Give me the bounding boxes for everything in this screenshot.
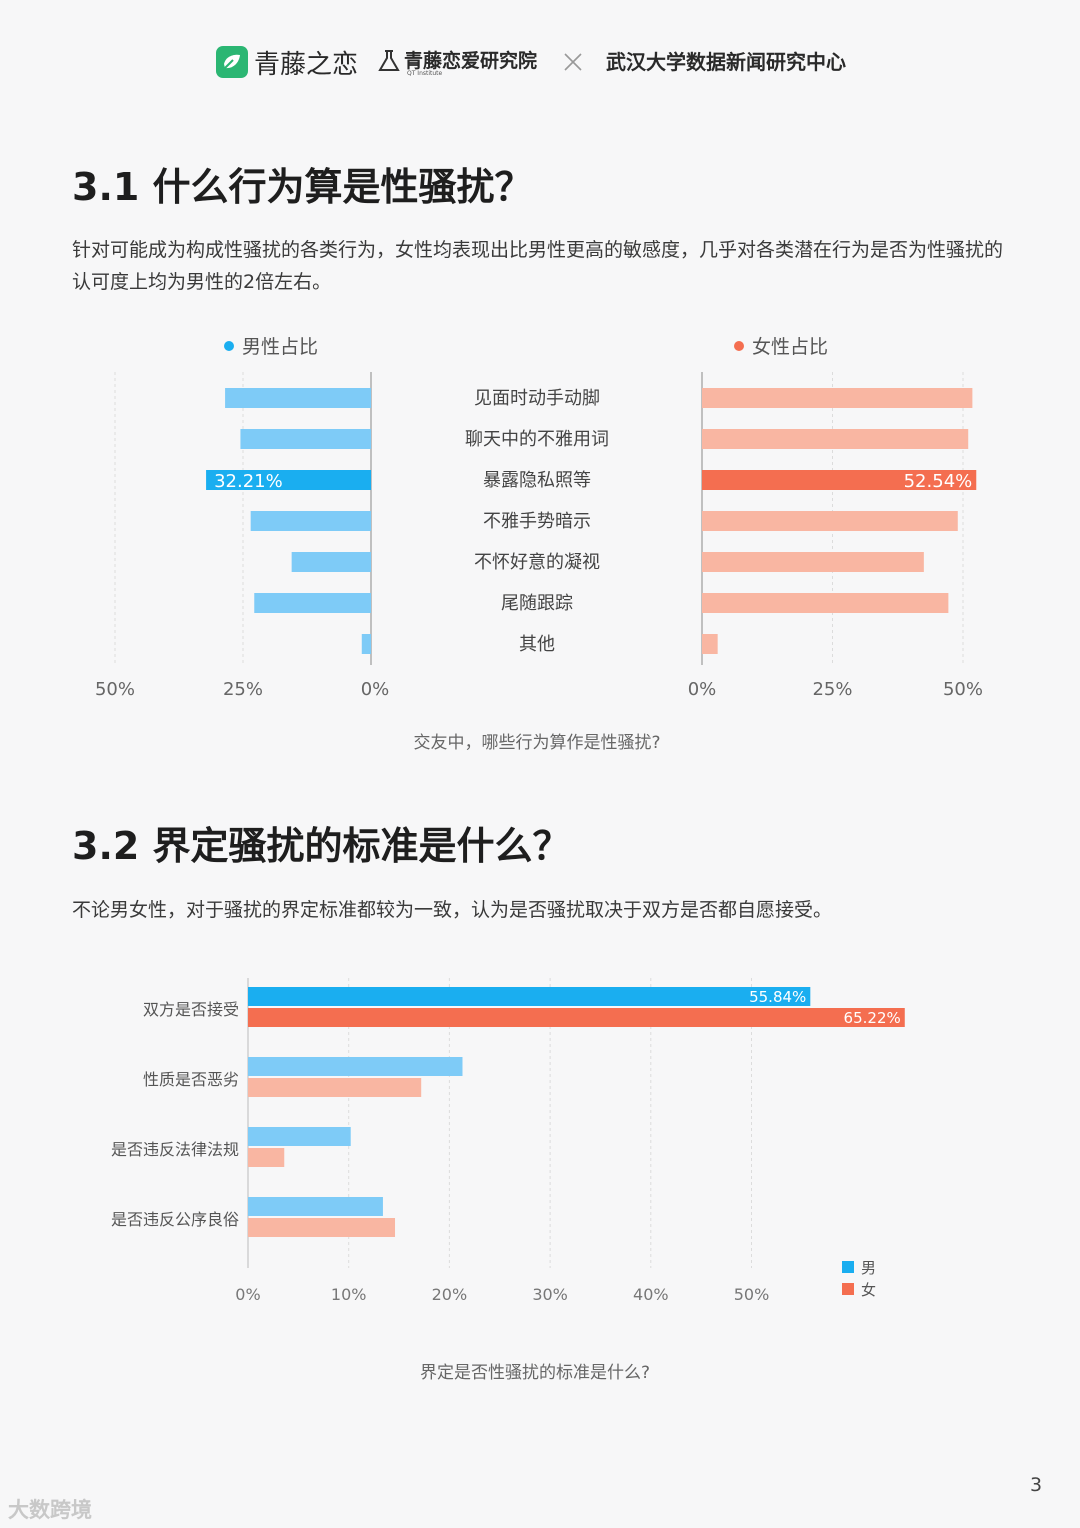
- chart1-caption: 交友中，哪些行为算作是性骚扰?: [413, 733, 660, 753]
- chart2-tick-label: 10%: [331, 1285, 367, 1304]
- chart2-bar-female: [248, 1078, 422, 1097]
- chart1-legend-label-male: 男性占比: [242, 336, 318, 358]
- chart1-data-label-female: 52.54%: [904, 471, 973, 492]
- brand-qingteng-name: 青藤之恋: [254, 50, 359, 80]
- chart2-bar-male: [248, 1057, 463, 1076]
- chart1-bar-male: [240, 429, 371, 449]
- chart1-category-label: 聊天中的不雅用词: [465, 429, 609, 450]
- brand-whu-center-name: 武汉大学数据新闻研究中心: [606, 50, 846, 74]
- chart2-category-label: 是否违反法律法规: [111, 1140, 239, 1159]
- chart1-bar-female: [702, 388, 973, 408]
- chart1-category-label: 见面时动手动脚: [474, 388, 600, 409]
- watermark: 大数跨境: [8, 1498, 92, 1522]
- chart1-bar-male: [206, 470, 371, 490]
- chart2-category-label: 性质是否恶劣: [143, 1070, 239, 1089]
- brand-institute-subtitle: QT Institute: [407, 70, 443, 77]
- chart2-legend-marker-female: [842, 1283, 854, 1295]
- chart1-legend-marker-male: [224, 341, 234, 351]
- section1-description: 针对可能成为构成性骚扰的各类行为，女性均表现出比男性更高的敏感度，几乎对各类潜在…: [72, 239, 1004, 293]
- chart2-tick-label: 40%: [633, 1285, 669, 1304]
- chart1-bar-male: [291, 552, 371, 572]
- chart2-category-label: 是否违反公序良俗: [111, 1210, 239, 1229]
- chart2-legend-label-female: 女: [861, 1281, 876, 1299]
- chart2-bar-male: [248, 1197, 383, 1216]
- chart1-bar-female: [702, 470, 977, 490]
- collaboration-cross-icon: [561, 50, 585, 74]
- chart2-legend-marker-male: [842, 1261, 854, 1273]
- qingteng-logo-icon: [216, 46, 248, 78]
- chart1-tick-label-left: 0%: [361, 679, 390, 700]
- chart1-category-label: 不怀好意的凝视: [474, 552, 600, 573]
- chart2-tick-label: 20%: [432, 1285, 468, 1304]
- chart2-tick-label: 30%: [532, 1285, 568, 1304]
- brand-institute-name: 青藤恋爱研究院: [404, 50, 538, 72]
- chart2-bar-male: [248, 987, 811, 1006]
- flask-icon: [376, 48, 402, 74]
- chart2-legend-label-male: 男: [861, 1259, 876, 1277]
- chart2-data-label-female: 65.22%: [844, 1009, 901, 1027]
- chart1-category-label: 尾随跟踪: [501, 593, 573, 614]
- chart1-tick-label-left: 50%: [95, 679, 135, 700]
- chart2-category-label: 双方是否接受: [143, 1000, 239, 1019]
- page-number: 3: [1030, 1474, 1043, 1496]
- chart1-bar-female: [702, 429, 969, 449]
- section2-description: 不论男女性，对于骚扰的界定标准都较为一致，认为是否骚扰取决于双方是否都自愿接受。: [72, 899, 833, 921]
- chart1-bar-male: [254, 593, 371, 613]
- chart1-tick-label-right: 25%: [812, 679, 852, 700]
- chart1-legend-label-female: 女性占比: [752, 336, 828, 358]
- chart1-tick-label-left: 25%: [223, 679, 263, 700]
- chart2-bar-female: [248, 1008, 905, 1027]
- chart2-caption: 界定是否性骚扰的标准是什么?: [420, 1363, 650, 1383]
- chart1-tick-label-right: 50%: [943, 679, 983, 700]
- chart2-tick-label: 0%: [235, 1285, 260, 1304]
- chart1-bar-male: [250, 511, 371, 531]
- chart2-tick-label: 50%: [734, 1285, 770, 1304]
- chart2-bar-male: [248, 1127, 351, 1146]
- chart1-category-label: 不雅手势暗示: [483, 511, 591, 532]
- chart1-tick-label-right: 0%: [688, 679, 717, 700]
- chart2-data-label-male: 55.84%: [749, 988, 806, 1006]
- chart1-bar-male: [361, 634, 371, 654]
- chart1-legend-marker-female: [734, 341, 744, 351]
- chart1-bar-female: [702, 511, 958, 531]
- harassment-criteria-chart: 0% 10% 20% 30% 40% 50% 双方是否接受 55.84% 65.22% 性质是否恶…: [111, 978, 905, 1383]
- chart2-bar-female: [248, 1218, 396, 1237]
- chart1-bar-female: [702, 593, 949, 613]
- chart1-category-label: 暴露隐私照等: [483, 470, 591, 491]
- chart1-bar-male: [225, 388, 371, 408]
- chart1-category-label: 其他: [519, 634, 555, 655]
- section1-title: 3.1 什么行为算是性骚扰？: [72, 165, 533, 209]
- chart1-data-label-male: 32.21%: [214, 471, 283, 492]
- section2-title: 3.2 界定骚扰的标准是什么？: [72, 824, 571, 868]
- chart1-bar-female: [702, 634, 718, 654]
- chart2-bar-female: [248, 1148, 285, 1167]
- chart1-bar-female: [702, 552, 924, 572]
